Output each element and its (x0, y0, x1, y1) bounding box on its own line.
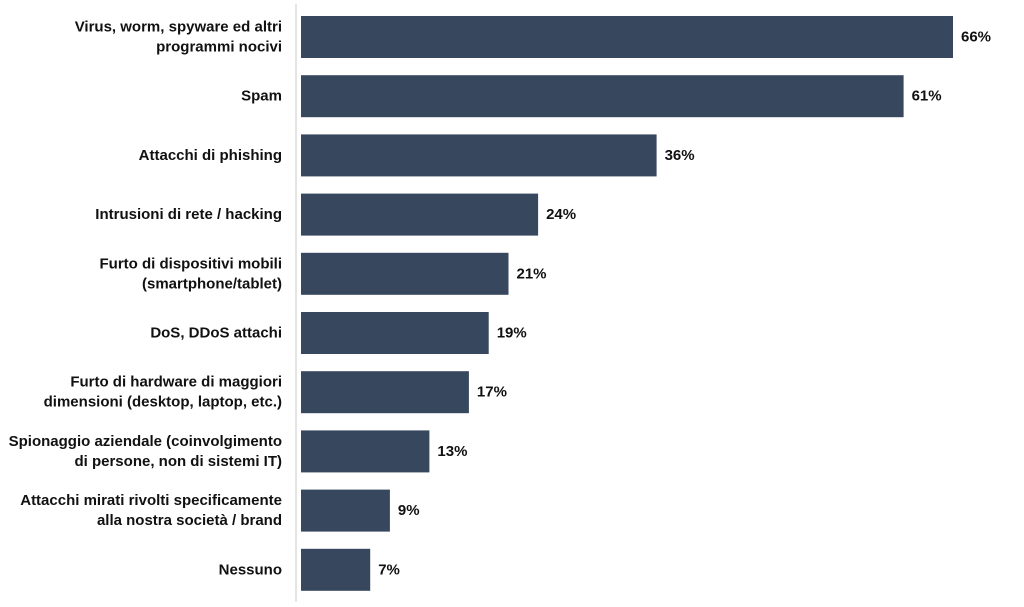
value-label-8: 13% (437, 443, 467, 460)
category-label-line: Intrusioni di rete / hacking (95, 206, 282, 223)
category-label-6: DoS, DDoS attachi (150, 325, 282, 342)
bar-3 (301, 134, 657, 177)
category-label-line: Nessuno (219, 561, 282, 578)
category-label-line: Attacchi mirati rivolti specificamente (20, 492, 282, 509)
value-label-2: 61% (912, 88, 942, 105)
category-label-line: dimensioni (desktop, laptop, etc.) (44, 394, 282, 411)
category-label-line: Spam (241, 88, 282, 105)
bar-9 (301, 489, 390, 532)
category-label-line: Spionaggio aziendale (coinvolgimento (9, 433, 282, 450)
category-label-5: Furto di dispositivi mobili (smartphone/t… (100, 255, 283, 292)
category-label-8: Spionaggio aziendale (coinvolgimento di p… (9, 433, 282, 470)
category-label-line: Furto di dispositivi mobili (100, 255, 283, 272)
category-label-line: alla nostra società / brand (97, 512, 282, 529)
category-label-line: Virus, worm, spyware ed altri (75, 19, 282, 36)
category-label-3: Attacchi di phishing (139, 147, 282, 164)
bar-10 (301, 548, 371, 591)
bar-6 (301, 312, 489, 354)
category-label-1: Virus, worm, spyware ed altri programmi n… (75, 19, 282, 56)
bar-8 (301, 430, 430, 473)
category-label-line: programmi nocivi (156, 39, 282, 56)
category-label-line: DoS, DDoS attachi (150, 325, 282, 342)
category-label-4: Intrusioni di rete / hacking (95, 206, 282, 223)
bar-5 (301, 252, 509, 295)
category-label-10: Nessuno (219, 561, 282, 578)
bar-1 (301, 16, 953, 58)
category-label-line: (smartphone/tablet) (142, 275, 282, 292)
value-label-10: 7% (378, 561, 400, 578)
bar-4 (301, 193, 539, 236)
value-label-7: 17% (477, 384, 507, 401)
bar-7 (301, 371, 469, 414)
value-label-9: 9% (398, 502, 420, 519)
category-label-2: Spam (241, 88, 282, 105)
category-label-line: Furto di hardware di maggiori (70, 374, 282, 391)
bar-2 (301, 75, 904, 118)
category-label-9: Attacchi mirati rivolti specificamente al… (20, 492, 282, 529)
value-label-3: 36% (665, 147, 695, 164)
value-label-5: 21% (517, 265, 547, 282)
value-label-4: 24% (546, 206, 576, 223)
category-label-7: Furto di hardware di maggiori dimensioni … (44, 374, 282, 411)
value-label-1: 66% (961, 29, 991, 46)
category-label-line: di persone, non di sistemi IT) (74, 453, 282, 470)
value-label-6: 19% (497, 325, 527, 342)
category-label-line: Attacchi di phishing (139, 147, 282, 164)
